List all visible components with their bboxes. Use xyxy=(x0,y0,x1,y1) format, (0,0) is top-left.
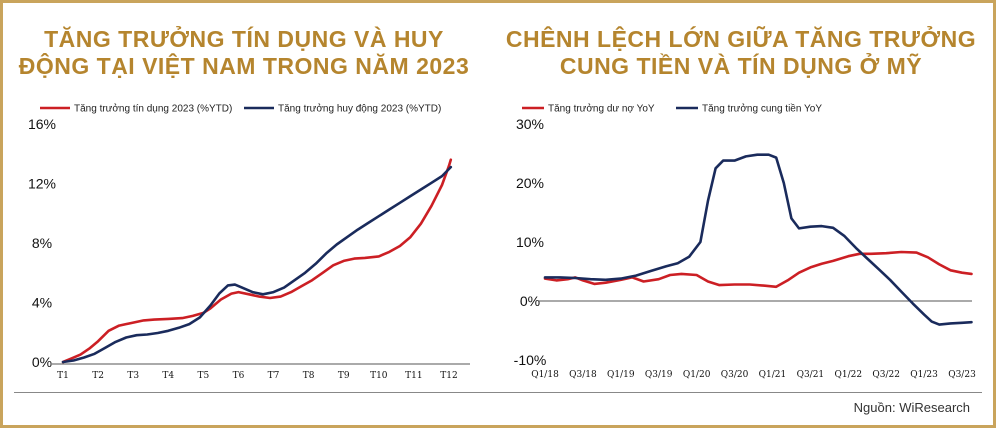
us-ytick-label: 20% xyxy=(516,175,544,191)
us-xtick-label: Q1/21 xyxy=(759,370,787,380)
us-xtick-label: Q1/19 xyxy=(607,370,635,380)
vn-series-line-navy xyxy=(61,165,453,364)
us-ytick-label: 10% xyxy=(516,234,544,250)
vn-ytick-label: 0% xyxy=(32,354,52,370)
us-xtick-label: Q3/19 xyxy=(645,370,673,380)
vn-legend-label: Tăng trưởng huy động 2023 (%YTD) xyxy=(278,103,441,115)
vn-ytick-label: 16% xyxy=(28,116,56,132)
us-xtick-label: Q1/18 xyxy=(531,370,559,380)
us-xtick-label: Q1/23 xyxy=(910,370,938,380)
vn-xtick-label: T3 xyxy=(127,371,139,381)
us-series-line-navy xyxy=(543,153,973,326)
vn-series-line-red xyxy=(61,158,453,364)
chart-title-vietnam: TĂNG TRƯỞNG TÍN DỤNG VÀ HUY ĐỘNG TẠI VIỆ… xyxy=(18,26,470,79)
us-xtick-label: Q3/20 xyxy=(721,370,749,380)
source-note: Nguồn: WiResearch xyxy=(853,400,970,415)
us-xtick-label: Q1/20 xyxy=(683,370,711,380)
us-legend-label: Tăng trưởng cung tiền YoY xyxy=(702,103,822,115)
us-series-line-red xyxy=(543,250,973,289)
vn-xtick-label: T5 xyxy=(197,371,209,381)
us-ytick-label: 30% xyxy=(516,116,544,132)
vn-xtick-label: T4 xyxy=(162,371,174,381)
us-xtick-label: Q3/21 xyxy=(797,370,825,380)
us-xtick-label: Q3/18 xyxy=(569,370,597,380)
us-xtick-label: Q1/22 xyxy=(834,370,862,380)
us-ytick-label: -10% xyxy=(514,352,547,368)
vn-xtick-label: T6 xyxy=(233,371,245,381)
us-legend-label: Tăng trưởng dư nợ YoY xyxy=(548,103,655,115)
us-xtick-label: Q3/22 xyxy=(872,370,900,380)
vn-xtick-label: T1 xyxy=(57,371,69,381)
vn-xtick-label: T10 xyxy=(370,371,388,381)
vn-xtick-label: T11 xyxy=(405,371,422,381)
vn-xtick-label: T9 xyxy=(338,371,350,381)
vn-xtick-label: T2 xyxy=(92,371,104,381)
footer-divider xyxy=(14,392,982,393)
vn-ytick-label: 4% xyxy=(32,295,52,311)
vn-ytick-label: 8% xyxy=(32,235,52,251)
chart-title-usa: CHÊNH LỆCH LỚN GIỮA TĂNG TRƯỞNG CUNG TIỀ… xyxy=(505,26,977,79)
us-ytick-label: 0% xyxy=(520,293,540,309)
vn-xtick-label: T8 xyxy=(303,371,315,381)
vn-legend-label: Tăng trưởng tín dụng 2023 (%YTD) xyxy=(74,103,232,115)
us-xtick-label: Q3/23 xyxy=(948,370,976,380)
vn-ytick-label: 12% xyxy=(28,176,56,192)
vn-xtick-label: T7 xyxy=(268,371,280,381)
vn-xtick-label: T12 xyxy=(440,371,457,381)
